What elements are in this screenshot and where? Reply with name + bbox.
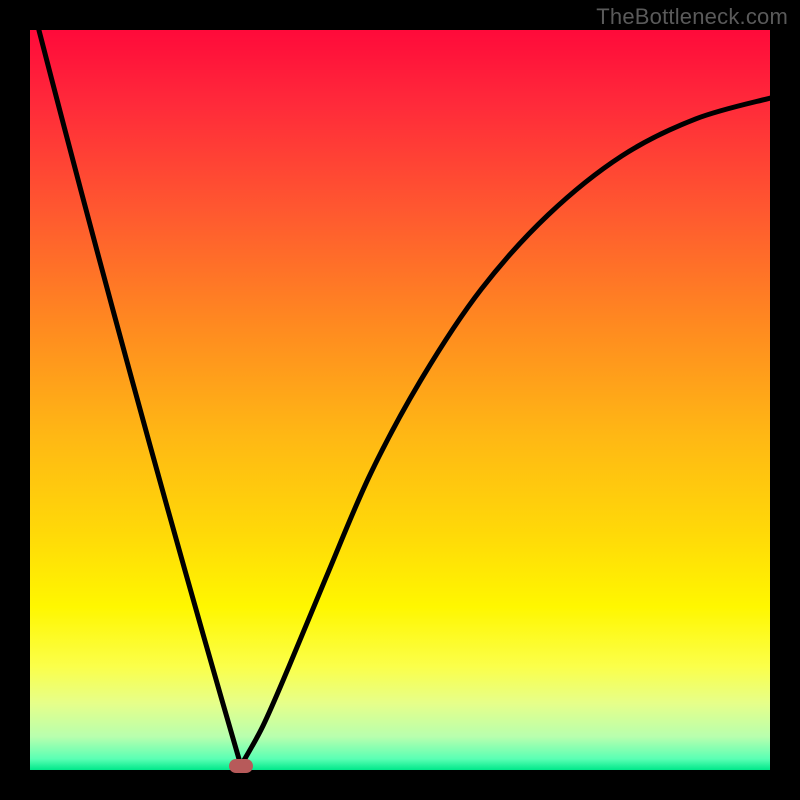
vertex-marker <box>229 759 253 773</box>
bottleneck-curve <box>30 30 770 770</box>
chart-frame: TheBottleneck.com <box>0 0 800 800</box>
plot-area <box>30 30 770 770</box>
watermark-label: TheBottleneck.com <box>596 4 788 30</box>
